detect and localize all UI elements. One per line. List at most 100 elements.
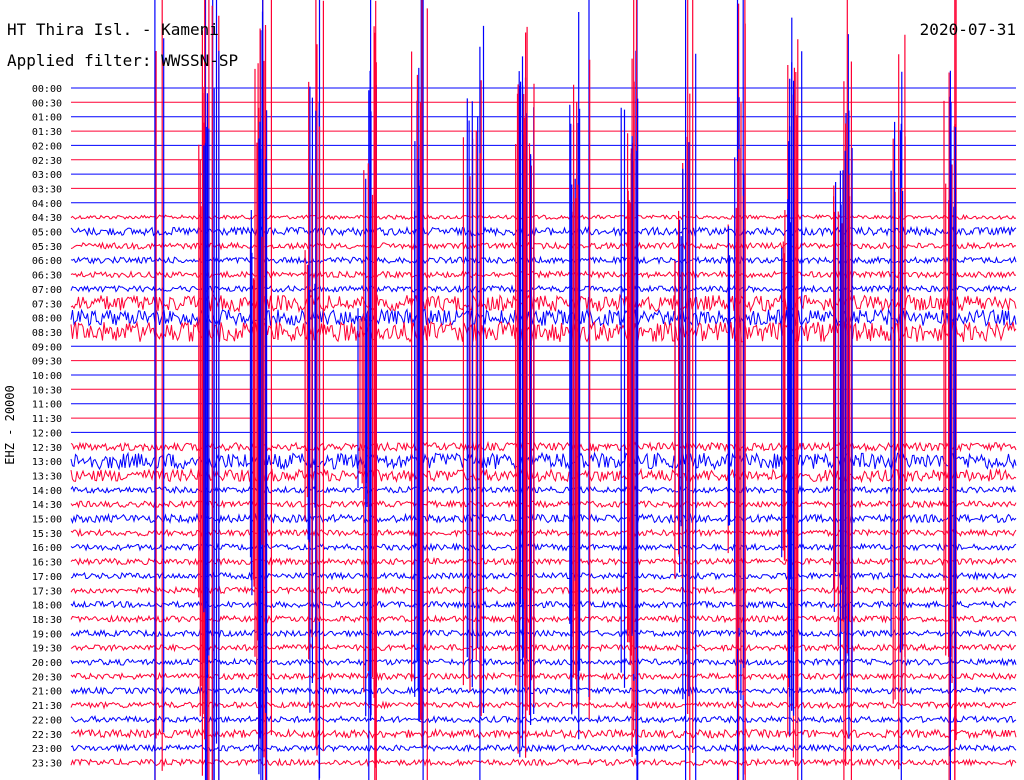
- trace-line: [70, 499, 1017, 509]
- row-time-label: 02:00: [32, 141, 62, 152]
- row-time-label: 22:00: [32, 715, 62, 726]
- event-burst: [781, 199, 792, 580]
- trace-line: [70, 657, 1017, 667]
- event-burst: [727, 224, 738, 575]
- trace-line: [70, 671, 1017, 682]
- event-burst: [832, 170, 844, 632]
- trace-line: [70, 743, 1017, 753]
- trace-line: [70, 241, 1017, 251]
- event-burst: [462, 98, 474, 692]
- trace-line: [70, 512, 1017, 525]
- row-time-label: 16:00: [32, 543, 62, 554]
- row-time-label: 15:30: [32, 529, 62, 540]
- date-label: 2020-07-31: [919, 20, 1016, 39]
- row-time-label: 18:30: [32, 615, 62, 626]
- trace-line: [70, 293, 1017, 314]
- trace-line: [70, 440, 1017, 453]
- event-burst: [154, 0, 165, 780]
- row-time-label: 09:30: [32, 357, 62, 368]
- row-time-label: 16:30: [32, 558, 62, 569]
- trace-line: [70, 727, 1017, 740]
- row-time-label: 15:00: [32, 515, 62, 526]
- trace-line: [70, 213, 1017, 221]
- row-time-label: 02:30: [32, 156, 62, 167]
- row-time-label: 14:30: [32, 500, 62, 511]
- trace-line: [70, 307, 1017, 327]
- trace-line: [70, 255, 1017, 265]
- row-time-label: 04:00: [32, 199, 62, 210]
- event-burst: [943, 100, 957, 690]
- event-burst: [674, 210, 683, 579]
- trace-line: [70, 757, 1017, 768]
- row-time-label: 07:30: [32, 299, 62, 310]
- event-burst: [411, 51, 422, 721]
- row-time-label: 05:00: [32, 228, 62, 239]
- event-burst: [837, 150, 851, 693]
- row-time-label: 21:00: [32, 687, 62, 698]
- event-burst: [569, 84, 581, 715]
- event-burst: [479, 25, 485, 780]
- row-time-label: 23:00: [32, 744, 62, 755]
- trace-line: [70, 484, 1017, 495]
- row-time-label: 00:30: [32, 98, 62, 109]
- event-group: [154, 0, 957, 780]
- trace-line: [70, 284, 1017, 294]
- row-time-label: 03:00: [32, 170, 62, 181]
- filter-subtitle: Applied filter: WWSSN-SP: [7, 51, 239, 70]
- event-burst: [249, 210, 263, 596]
- trace-line: [70, 320, 1017, 344]
- row-time-label: 10:00: [32, 371, 62, 382]
- row-time-label: 17:00: [32, 572, 62, 583]
- trace-line: [70, 225, 1017, 238]
- row-time-label: 23:30: [32, 758, 62, 769]
- y-axis-label: EHZ - 20000: [3, 385, 17, 464]
- event-burst: [363, 111, 374, 717]
- row-time-label: 21:30: [32, 701, 62, 712]
- row-label-group: 00:00 00:30 01:00 01:30 02:00 02:30 03:00 03:30…: [32, 84, 62, 769]
- trace-line: [70, 614, 1017, 624]
- trace-line: [70, 451, 1017, 471]
- trace-line: [70, 700, 1017, 710]
- row-time-label: 20:30: [32, 672, 62, 683]
- row-time-label: 20:00: [32, 658, 62, 669]
- row-time-label: 04:30: [32, 213, 62, 224]
- event-burst: [890, 121, 904, 705]
- row-time-label: 12:00: [32, 428, 62, 439]
- trace-line: [70, 269, 1017, 280]
- trace-line: [70, 714, 1017, 724]
- row-time-label: 14:00: [32, 486, 62, 497]
- row-time-label: 12:30: [32, 443, 62, 454]
- trace-line: [70, 542, 1017, 552]
- event-burst: [734, 97, 745, 700]
- trace-line: [70, 599, 1017, 610]
- row-time-label: 08:00: [32, 314, 62, 325]
- row-time-label: 00:00: [32, 84, 62, 95]
- trace-line: [70, 527, 1017, 538]
- trace-line: [70, 643, 1017, 653]
- event-burst: [515, 32, 527, 758]
- row-time-label: 19:30: [32, 644, 62, 655]
- trace-line: [70, 686, 1017, 696]
- row-time-label: 17:30: [32, 586, 62, 597]
- trace-line: [70, 571, 1017, 581]
- trace-group: [70, 87, 1017, 768]
- row-time-label: 06:00: [32, 256, 62, 267]
- row-time-label: 13:00: [32, 457, 62, 468]
- event-burst: [357, 304, 368, 507]
- row-time-label: 13:30: [32, 471, 62, 482]
- row-time-label: 22:30: [32, 730, 62, 741]
- event-burst: [620, 107, 633, 688]
- row-time-label: 11:00: [32, 400, 62, 411]
- station-title: HT Thira Isl. - Kameni: [7, 20, 219, 39]
- trace-line: [70, 467, 1017, 484]
- row-time-label: 01:30: [32, 127, 62, 138]
- row-time-label: 05:30: [32, 242, 62, 253]
- row-time-label: 11:30: [32, 414, 62, 425]
- row-time-label: 06:30: [32, 271, 62, 282]
- event-burst: [519, 81, 533, 725]
- row-time-label: 07:00: [32, 285, 62, 296]
- event-burst: [198, 86, 210, 717]
- trace-line: [70, 556, 1017, 567]
- event-burst: [254, 60, 267, 775]
